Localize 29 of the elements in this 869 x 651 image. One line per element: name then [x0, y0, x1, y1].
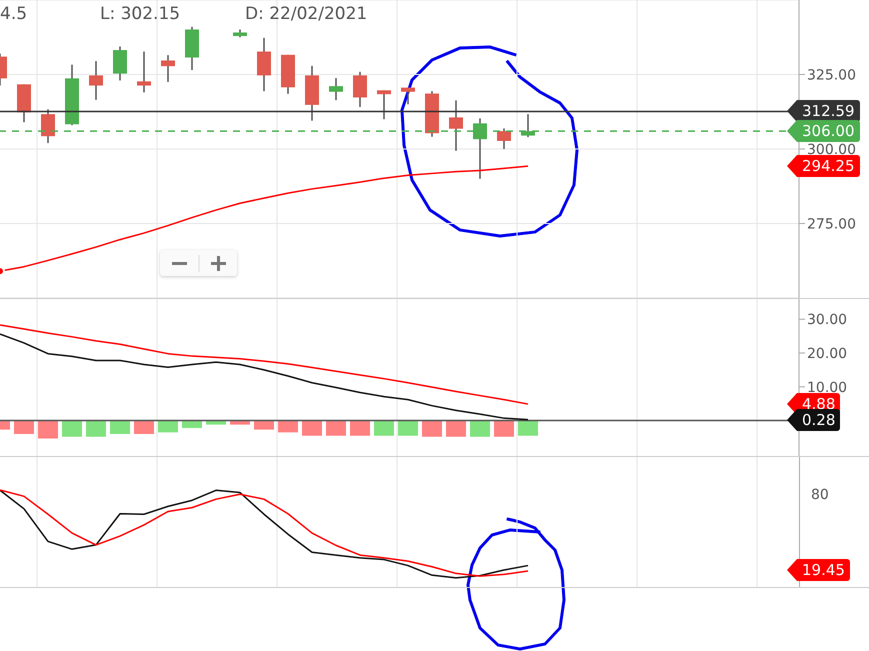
text: 0.28 — [797, 408, 840, 431]
line-series — [0, 333, 529, 420]
candlestick — [353, 71, 367, 108]
candlestick — [89, 60, 103, 101]
y-tick-label: 275.00 — [807, 216, 856, 232]
text: 19.45 — [797, 559, 850, 581]
candlestick — [377, 90, 391, 120]
y-tick-label: 300.00 — [807, 142, 856, 158]
candlestick — [401, 86, 415, 106]
line-series — [0, 324, 529, 405]
ref-line-label: 306.00 — [797, 120, 860, 142]
candlestick — [161, 54, 175, 83]
annotation: D: 22/02/2021 — [245, 4, 368, 24]
text: 294.25 — [797, 155, 860, 178]
y-tick-label: 325.00 — [807, 67, 856, 84]
ref-line-label: 312.59 — [797, 100, 860, 122]
annotation: L: 302.15 — [100, 4, 180, 24]
candlestick — [137, 50, 151, 94]
candlestick — [113, 46, 127, 82]
y-tick-label: 30.00 — [807, 312, 848, 328]
candlestick — [41, 108, 55, 144]
candlestick — [497, 128, 511, 150]
candlestick — [449, 100, 463, 152]
y-tick-label: 20.00 — [807, 346, 848, 362]
text: 80 — [811, 487, 829, 503]
annotation: 4.5 — [0, 4, 28, 24]
y-tick-label: 10.00 — [807, 380, 848, 396]
candlestick — [257, 37, 271, 92]
candlestick — [329, 77, 343, 101]
